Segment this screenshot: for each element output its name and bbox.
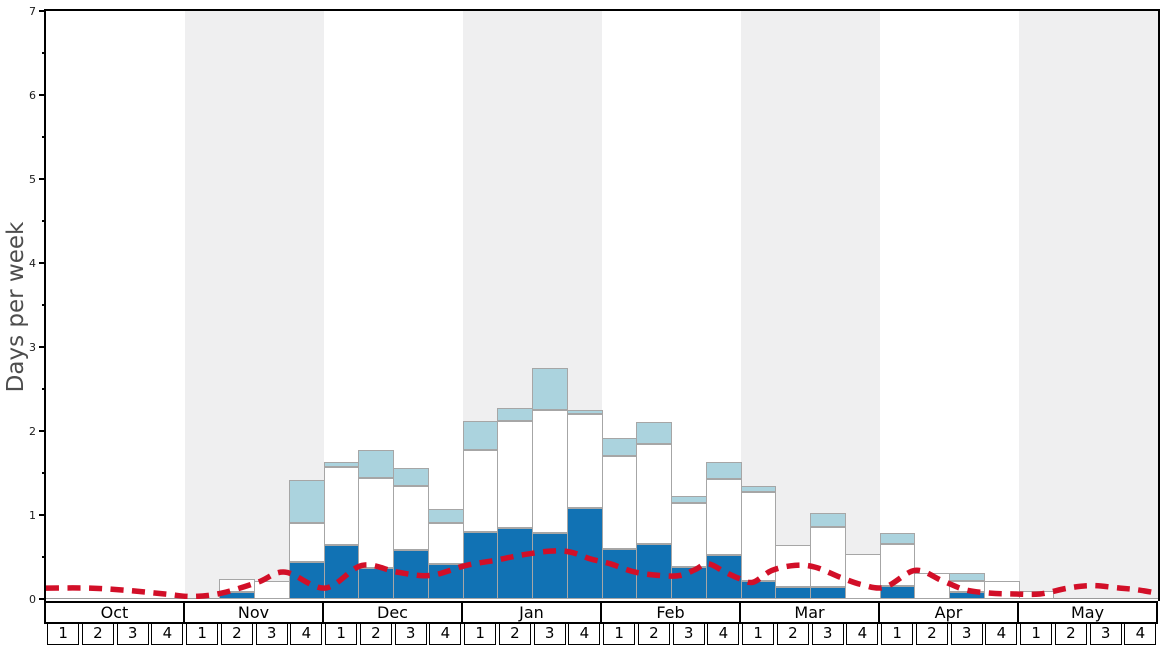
- bar-segment: [705, 478, 742, 556]
- y-tick-label: 0: [29, 592, 36, 606]
- bar-segment: [844, 554, 881, 599]
- week-cell: 2: [1054, 623, 1087, 645]
- y-minor-tick: [42, 556, 46, 558]
- bar-segment: [532, 368, 568, 410]
- week-cell: 2: [359, 623, 392, 645]
- y-major-tick: [39, 346, 46, 348]
- y-minor-tick: [42, 220, 46, 222]
- y-major-tick: [39, 430, 46, 432]
- week-cell: 2: [498, 623, 531, 645]
- y-tick-label: 2: [29, 424, 36, 438]
- red-dashed-line: [46, 548, 1158, 599]
- bar-segment: [532, 532, 568, 599]
- y-major-tick: [39, 10, 46, 12]
- week-cell: 1: [603, 623, 636, 645]
- week-cell: 3: [255, 623, 288, 645]
- y-tick-label: 7: [29, 4, 36, 18]
- y-minor-tick: [42, 304, 46, 306]
- y-major-tick: [39, 598, 46, 600]
- week-cell: 4: [1124, 623, 1157, 645]
- bar-segment: [393, 467, 429, 486]
- month-shading-band: [1019, 11, 1158, 599]
- week-cell: 1: [881, 623, 914, 645]
- week-cell: 1: [464, 623, 497, 645]
- y-major-tick: [39, 514, 46, 516]
- month-cell: Apr: [878, 601, 1019, 624]
- bar-segment: [636, 421, 672, 445]
- month-cell: Nov: [183, 601, 324, 624]
- plot-area: [46, 11, 1158, 599]
- bar-segment: [671, 503, 707, 568]
- y-major-tick: [39, 94, 46, 96]
- bar-segment: [462, 420, 499, 451]
- week-cell: 3: [811, 623, 844, 645]
- y-minor-tick: [42, 472, 46, 474]
- month-cell: Dec: [322, 601, 463, 624]
- bar-segment: [636, 444, 672, 545]
- week-cell: 4: [846, 623, 879, 645]
- month-cell: Oct: [44, 601, 185, 624]
- y-minor-tick: [42, 136, 46, 138]
- bar-segment: [949, 572, 985, 581]
- week-cell: 2: [776, 623, 809, 645]
- y-axis-title: Days per week: [3, 221, 29, 393]
- y-tick-label: 5: [29, 172, 36, 186]
- month-cell: Jan: [461, 601, 602, 624]
- week-cell: 4: [985, 623, 1018, 645]
- y-major-tick: [39, 178, 46, 180]
- bar-segment: [810, 513, 846, 527]
- week-cell: 3: [1089, 623, 1122, 645]
- week-cell: 1: [742, 623, 775, 645]
- week-cell: 1: [325, 623, 358, 645]
- week-cell: 2: [637, 623, 670, 645]
- week-cell: 2: [220, 623, 253, 645]
- bar-segment: [879, 532, 916, 544]
- week-cell: 3: [394, 623, 427, 645]
- week-cell: 4: [151, 623, 184, 645]
- week-cell: 4: [290, 623, 323, 645]
- week-cell: 4: [429, 623, 462, 645]
- month-cell: Mar: [739, 601, 880, 624]
- week-cell: 3: [672, 623, 705, 645]
- week-cell: 3: [116, 623, 149, 645]
- y-minor-tick: [42, 52, 46, 54]
- y-tick-label: 6: [29, 88, 36, 102]
- bar-segment: [601, 549, 638, 599]
- bar-segment: [358, 449, 394, 479]
- week-cell: 4: [568, 623, 601, 645]
- y-tick-label: 1: [29, 508, 36, 522]
- month-cell: Feb: [600, 601, 741, 624]
- y-tick-label: 3: [29, 340, 36, 354]
- week-cell: 3: [533, 623, 566, 645]
- y-tick-label: 4: [29, 256, 36, 270]
- week-cell: 1: [47, 623, 80, 645]
- bar-segment: [288, 479, 325, 523]
- y-minor-tick: [42, 388, 46, 390]
- bar-segment: [358, 478, 394, 568]
- week-cell: 1: [186, 623, 219, 645]
- bar-segment: [393, 485, 429, 551]
- bar-segment: [497, 527, 533, 599]
- y-major-tick: [39, 262, 46, 264]
- week-cell: 1: [1020, 623, 1053, 645]
- week-cell: 3: [950, 623, 983, 645]
- bar-segment: [462, 450, 499, 532]
- bar-segment: [740, 486, 777, 493]
- bar-segment: [566, 410, 603, 415]
- bar-segment: [532, 410, 568, 533]
- bar-segment: [705, 462, 742, 479]
- bar-segment: [323, 545, 360, 599]
- month-cell: May: [1017, 601, 1158, 624]
- bar-segment: [323, 467, 360, 546]
- week-cell: 2: [915, 623, 948, 645]
- week-cell: 2: [81, 623, 114, 645]
- week-cell: 4: [707, 623, 740, 645]
